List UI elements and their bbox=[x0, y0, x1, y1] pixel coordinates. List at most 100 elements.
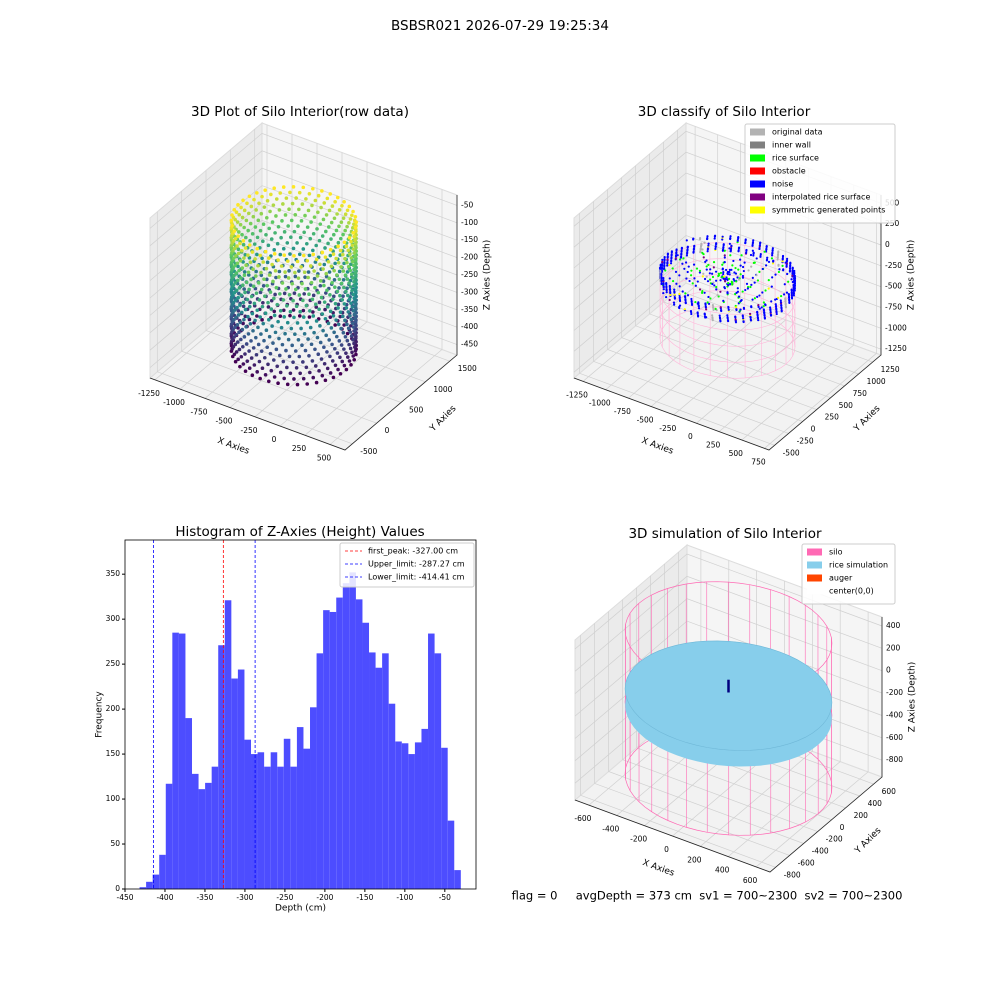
cloud-point bbox=[336, 367, 340, 372]
cloud-point bbox=[728, 282, 732, 286]
cloud-point bbox=[232, 317, 236, 322]
cloud-point bbox=[242, 256, 246, 260]
cloud-point bbox=[253, 335, 258, 340]
cloud-point bbox=[663, 258, 666, 261]
cloud-point bbox=[743, 261, 746, 264]
cloud-point bbox=[701, 248, 704, 251]
cloud-point bbox=[776, 255, 779, 258]
y-tick-label: 1000 bbox=[433, 385, 452, 394]
cloud-point bbox=[666, 255, 669, 258]
cloud-point bbox=[247, 287, 251, 292]
bar bbox=[342, 583, 350, 889]
cloud-point bbox=[257, 298, 262, 302]
cloud-point bbox=[660, 275, 663, 279]
cloud-point bbox=[729, 235, 732, 238]
cloud-point bbox=[232, 273, 236, 278]
cloud-point bbox=[294, 365, 299, 370]
cloud-point bbox=[272, 358, 276, 362]
x-tick-label: 250 bbox=[292, 444, 307, 453]
cloud-point bbox=[284, 348, 288, 353]
cloud-point bbox=[328, 309, 333, 314]
cloud-point bbox=[719, 290, 722, 293]
cloud-point bbox=[335, 289, 340, 294]
cloud-point bbox=[270, 220, 275, 224]
cloud-point bbox=[753, 261, 756, 264]
cloud-point bbox=[769, 306, 772, 309]
cloud-point bbox=[241, 198, 245, 203]
cloud-point bbox=[274, 275, 278, 280]
z-tick-label: -1000 bbox=[885, 323, 907, 332]
cloud-point bbox=[351, 337, 355, 342]
cloud-point bbox=[233, 263, 237, 268]
cloud-point bbox=[349, 301, 353, 306]
cloud-point bbox=[238, 320, 243, 325]
cloud-point bbox=[265, 283, 270, 288]
cloud-point bbox=[266, 243, 271, 248]
cloud-point bbox=[663, 264, 666, 267]
cloud-point bbox=[767, 287, 770, 290]
cloud-point bbox=[234, 350, 239, 354]
cloud-point bbox=[311, 231, 316, 236]
cloud-point bbox=[315, 274, 320, 278]
cloud-point bbox=[238, 241, 242, 246]
cloud-point bbox=[242, 287, 246, 291]
cloud-point bbox=[350, 259, 355, 264]
cloud-point bbox=[701, 251, 704, 254]
cloud-point bbox=[311, 252, 316, 257]
cloud-point bbox=[278, 370, 283, 375]
cloud-point bbox=[336, 306, 340, 310]
cloud-point bbox=[307, 253, 312, 258]
cloud-point bbox=[297, 269, 301, 273]
cloud-point bbox=[345, 322, 349, 327]
cloud-point bbox=[665, 295, 668, 299]
cloud-point bbox=[327, 225, 331, 229]
z-tick-label: -500 bbox=[885, 282, 902, 291]
cloud-point bbox=[711, 314, 714, 317]
cloud-point bbox=[292, 315, 296, 320]
cloud-point bbox=[337, 208, 342, 212]
cloud-point bbox=[728, 270, 731, 274]
cloud-point bbox=[701, 275, 704, 278]
cloud-point bbox=[251, 328, 255, 333]
cloud-point bbox=[789, 261, 792, 264]
cloud-point bbox=[241, 260, 245, 264]
cloud-point bbox=[351, 276, 355, 280]
cloud-point bbox=[793, 281, 796, 284]
cloud-point bbox=[244, 342, 249, 346]
cloud-point bbox=[726, 291, 729, 294]
cloud-point bbox=[302, 292, 306, 296]
cloud-point bbox=[789, 264, 792, 267]
cloud-point bbox=[348, 330, 353, 334]
cloud-point bbox=[353, 283, 357, 288]
cloud-point bbox=[273, 330, 278, 335]
cloud-point bbox=[741, 274, 745, 278]
cloud-point bbox=[679, 255, 683, 258]
cloud-point bbox=[329, 220, 334, 225]
cloud-point bbox=[750, 283, 753, 286]
cloud-point bbox=[314, 380, 319, 385]
bar bbox=[414, 742, 422, 889]
cloud-point bbox=[332, 216, 337, 221]
bar bbox=[296, 727, 304, 889]
cloud-point bbox=[267, 273, 272, 277]
z-axis-label: Z Axies (Depth) bbox=[908, 662, 918, 733]
cloud-point bbox=[666, 252, 670, 255]
cloud-point bbox=[729, 249, 732, 252]
grid-line bbox=[149, 254, 458, 351]
cloud-point bbox=[345, 331, 350, 336]
cloud-point bbox=[322, 283, 326, 288]
cloud-point bbox=[307, 315, 312, 319]
cloud-point bbox=[248, 321, 253, 326]
cloud-point bbox=[742, 319, 745, 323]
bar bbox=[382, 653, 389, 889]
x-tick-label: -250 bbox=[276, 893, 293, 902]
cloud-point bbox=[319, 357, 324, 361]
cloud-point bbox=[678, 274, 681, 277]
cloud-point bbox=[295, 259, 300, 264]
cloud-point bbox=[696, 302, 699, 305]
cloud-point bbox=[719, 306, 722, 309]
cloud-point bbox=[325, 196, 330, 201]
cloud-point bbox=[781, 264, 784, 268]
x-tick-label: -1000 bbox=[163, 398, 185, 407]
cloud-point bbox=[229, 218, 234, 223]
